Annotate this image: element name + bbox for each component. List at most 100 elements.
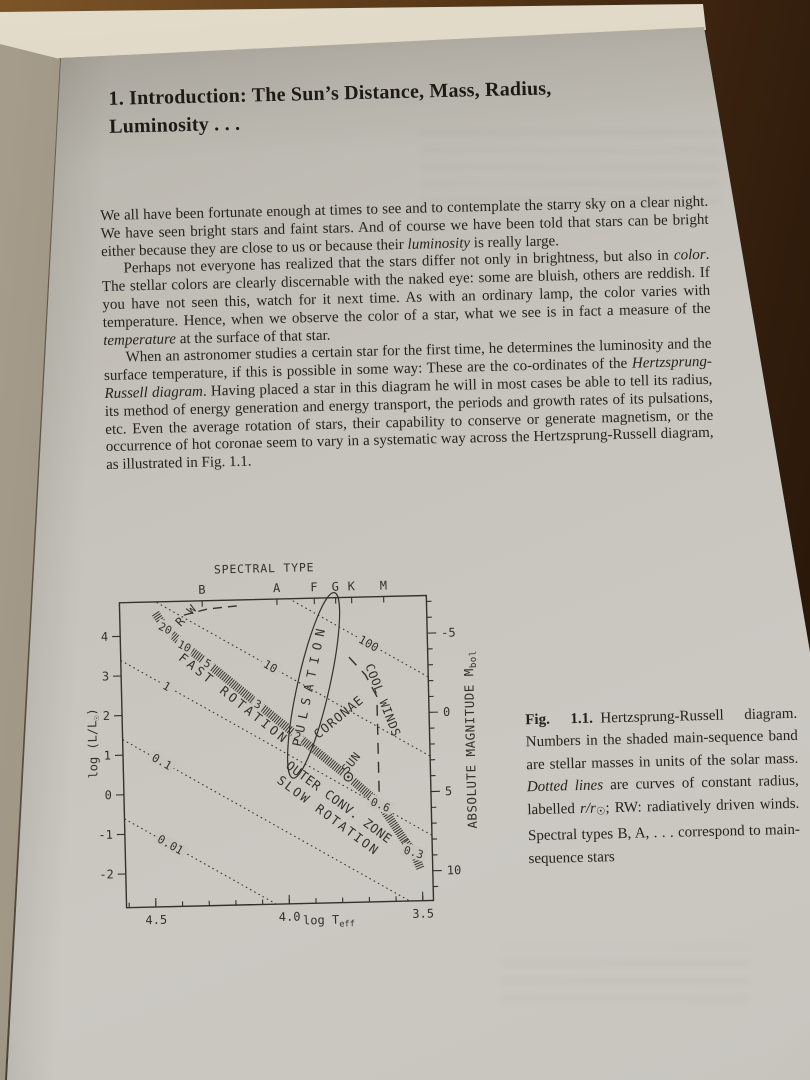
page-show-through xyxy=(420,126,720,204)
svg-text:0.3: 0.3 xyxy=(402,844,425,862)
cool-winds-boundary-line xyxy=(348,656,381,807)
plot-frame xyxy=(118,594,435,909)
paragraph-2: Perhaps not everyone has realized that t… xyxy=(101,247,711,350)
axis-ticks xyxy=(112,596,442,908)
svg-text:0.1: 0.1 xyxy=(149,750,174,772)
annotation-r-w: R W xyxy=(173,602,200,630)
svg-text:0: 0 xyxy=(443,705,451,719)
annotation-fast-rotation: FAST ROTATION xyxy=(176,650,292,747)
svg-text:G: G xyxy=(332,580,340,594)
text-segment: is really large. xyxy=(469,232,560,251)
text-segment: We all have been fortunate enough at tim… xyxy=(100,193,709,260)
radius-line-0.1 xyxy=(122,739,434,908)
mass-label-2: 2 xyxy=(289,727,306,745)
text-segment: When an astronomer studies a certain sta… xyxy=(103,336,712,385)
sun-symbol xyxy=(339,768,357,786)
svg-text:100: 100 xyxy=(356,632,381,654)
svg-text:4.0: 4.0 xyxy=(279,910,301,925)
annotation-coronae: CORONAE xyxy=(311,692,367,741)
svg-text:5: 5 xyxy=(202,656,214,671)
text-segment: ☉ xyxy=(595,806,606,818)
annotation-slow-rotation: SLOW ROTATION xyxy=(274,772,382,858)
pulsation-ellipse xyxy=(286,591,341,779)
radius-line-1 xyxy=(120,659,433,836)
text-segment: Hertzsprung-Russell diagram. Numbers in … xyxy=(525,705,799,774)
text-segment: at the surface of that star. xyxy=(175,327,331,347)
radius-line-10 xyxy=(119,595,431,757)
svg-text:3.5: 3.5 xyxy=(412,906,434,921)
radius-label-0.01: 0.01 xyxy=(152,830,189,859)
svg-text:3: 3 xyxy=(252,697,263,712)
chapter-title-line-2: Luminosity . . . xyxy=(108,112,241,138)
text-segment: Perhaps not everyone has realized that t… xyxy=(123,247,675,277)
mass-label-10: 10 xyxy=(173,636,196,656)
svg-text:1: 1 xyxy=(104,748,112,762)
main-sequence-band xyxy=(151,611,425,870)
text-segment: . Having placed a star in this diagram h… xyxy=(104,371,714,474)
figure-caption: Fig. 1.1. Hertzsprung-Russell diagram. N… xyxy=(525,703,801,870)
rw-boundary-line xyxy=(183,604,243,616)
svg-text:0.01: 0.01 xyxy=(155,832,186,858)
paragraph-1: We all have been fortunate enough at tim… xyxy=(100,194,709,262)
svg-text:A: A xyxy=(273,581,281,595)
right-axis-title: ABSOLUTE MAGNITUDE Mbol xyxy=(461,650,483,829)
svg-text:2: 2 xyxy=(103,709,111,723)
chapter-title: 1. Introduction: The Sun’s Distance, Mas… xyxy=(108,71,713,141)
mass-label-5: 5 xyxy=(199,654,216,672)
text-segment: temperature xyxy=(103,330,177,349)
svg-text:F: F xyxy=(310,580,318,594)
svg-text:-1: -1 xyxy=(98,828,113,842)
svg-text:K: K xyxy=(348,579,356,593)
annotation-pulsation: PULSATION xyxy=(289,621,329,748)
mass-label-0.6: 0.6 xyxy=(366,793,395,816)
y-axis-title: log (L/L☉) xyxy=(85,708,104,779)
radius-label-100: 100 xyxy=(353,630,384,656)
svg-text:3: 3 xyxy=(102,669,110,683)
svg-text:2: 2 xyxy=(292,729,303,744)
text-segment: Hertzsprung-Russell diagram xyxy=(104,353,713,403)
radius-label-0.1: 0.1 xyxy=(147,748,178,774)
svg-text:4: 4 xyxy=(101,630,109,644)
radius-line-0.01 xyxy=(124,818,434,908)
radius-label-10: 10 xyxy=(258,655,283,677)
svg-text:-2: -2 xyxy=(99,867,114,881)
svg-text:5: 5 xyxy=(445,784,453,798)
text-segment: Fig. 1.1. xyxy=(525,710,594,729)
text-segment: . The stellar colors are clearly discern… xyxy=(101,247,711,331)
page-show-through xyxy=(500,946,750,1002)
svg-text:0: 0 xyxy=(105,788,113,802)
text-segment: luminosity xyxy=(407,234,471,253)
mass-label-3: 3 xyxy=(250,695,266,713)
annotation-outer-conv-zone: OUTER CONV. ZONE xyxy=(283,758,395,847)
svg-text:10: 10 xyxy=(447,863,462,877)
text-segment: color xyxy=(673,247,706,264)
annotation-cool-winds: COOL WINDS xyxy=(362,662,403,739)
paragraph-3: When an astronomer studies a certain sta… xyxy=(103,336,714,475)
text-segment: r/r xyxy=(579,800,597,817)
text-segment: ; RW: radiatively driven winds. Spectral… xyxy=(527,795,801,867)
svg-text:M: M xyxy=(380,578,388,592)
text-segment: Dotted lines xyxy=(526,777,604,796)
svg-text:20: 20 xyxy=(156,620,174,638)
top-axis-title: SPECTRAL TYPE xyxy=(214,560,315,576)
svg-text:-5: -5 xyxy=(441,625,456,639)
annotation-sun: SUN xyxy=(339,749,364,775)
svg-text:B: B xyxy=(198,583,206,597)
radius-line-100 xyxy=(119,595,429,678)
text-segment: are curves of constant radius, labelled xyxy=(527,773,799,818)
mass-label-20: 20 xyxy=(154,618,177,639)
svg-text:10: 10 xyxy=(175,638,193,656)
x-axis-title: log Teff xyxy=(303,912,355,930)
svg-text:4.5: 4.5 xyxy=(145,913,167,928)
radius-label-1: 1 xyxy=(158,676,176,695)
svg-text:1: 1 xyxy=(160,678,173,694)
svg-text:0.6: 0.6 xyxy=(369,795,392,815)
svg-text:10: 10 xyxy=(261,657,280,676)
radius-lines xyxy=(119,595,434,908)
chapter-title-line-1: 1. Introduction: The Sun’s Distance, Mas… xyxy=(108,77,552,110)
